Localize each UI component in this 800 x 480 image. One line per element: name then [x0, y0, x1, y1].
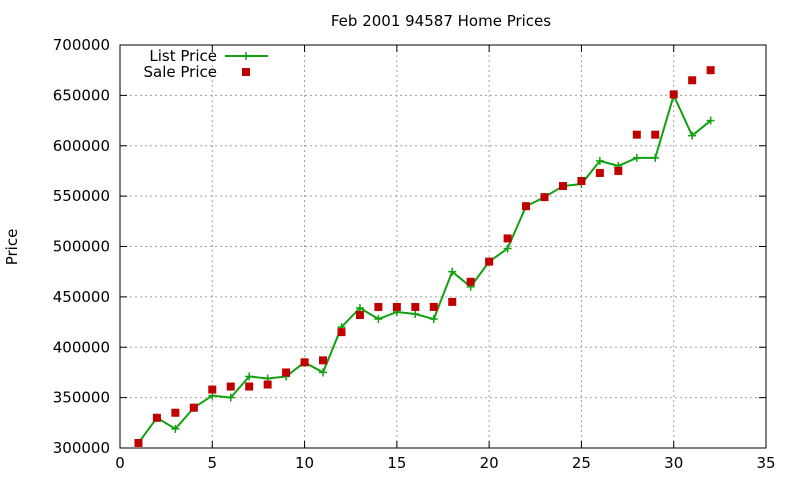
sale-price-point [300, 358, 309, 367]
y-tick-label: 400000 [53, 338, 110, 356]
x-tick-label: 25 [572, 454, 591, 472]
list-price-point [374, 315, 383, 324]
y-tick-label: 700000 [53, 36, 110, 54]
list-price-point [503, 244, 512, 253]
list-price-line [137, 92, 712, 444]
sale-price-point [651, 130, 660, 139]
sale-price-point [392, 302, 401, 311]
sale-price-point [595, 168, 604, 177]
sale-price-point [688, 76, 697, 85]
sale-price-point [503, 234, 512, 243]
list-price-point [171, 424, 180, 433]
sale-price-point [632, 130, 641, 139]
list-price-point [448, 267, 457, 276]
sale-price-point [245, 382, 254, 391]
sale-price-point [374, 302, 383, 311]
legend-cross-sample [242, 52, 250, 60]
sale-price-point [355, 311, 364, 320]
legend-label: Sale Price [144, 63, 217, 81]
list-price-point [226, 393, 235, 402]
legend-label: List Price [149, 47, 217, 65]
x-tick-label: 35 [756, 454, 775, 472]
x-tick-label: 10 [295, 454, 314, 472]
y-tick-label: 350000 [53, 389, 110, 407]
sale-price-point [171, 408, 180, 417]
sale-price-point [485, 257, 494, 266]
list-price-point [245, 372, 254, 381]
sale-price-point [208, 385, 217, 394]
y-tick-label: 600000 [53, 137, 110, 155]
sale-price-point [706, 66, 715, 75]
sale-price-point [282, 368, 291, 377]
sale-price-point [429, 302, 438, 311]
x-tick-label: 15 [387, 454, 406, 472]
sale-price-point [226, 382, 235, 391]
sale-price-point [319, 356, 328, 365]
sale-price-point [540, 193, 549, 202]
sale-price-point [558, 182, 567, 191]
list-price-point [688, 131, 697, 140]
sale-price-point [263, 380, 272, 389]
list-price-point [429, 315, 438, 324]
y-tick-label: 550000 [53, 187, 110, 205]
list-price-point [319, 368, 328, 377]
sale-price-point [448, 297, 457, 306]
grid-lines [120, 45, 766, 448]
y-tick-label: 450000 [53, 288, 110, 306]
chart-title: Feb 2001 94587 Home Prices [331, 12, 551, 30]
list-price-point [411, 310, 420, 319]
sale-price-point [522, 202, 531, 211]
list-price-point [595, 156, 604, 165]
axes: 0 5 10 15 20 25 30 35 300000 350000 400000 450000 50… [53, 36, 776, 472]
x-tick-label: 5 [208, 454, 218, 472]
sale-price-point [577, 177, 586, 186]
y-tick-label: 300000 [53, 439, 110, 457]
sale-price-point [134, 438, 143, 447]
series-marks [134, 66, 715, 447]
y-tick-label: 500000 [53, 238, 110, 256]
list-price-point [632, 153, 641, 162]
x-tick-label: 20 [480, 454, 499, 472]
sale-price-point [614, 166, 623, 175]
x-tick-label: 0 [115, 454, 125, 472]
sale-price-point [466, 277, 475, 286]
sale-price-point [152, 413, 161, 422]
sale-price-point [411, 302, 420, 311]
y-axis-label: Price [3, 229, 21, 266]
list-price-point [355, 303, 364, 312]
y-tick-label: 650000 [53, 86, 110, 104]
x-tick-label: 30 [664, 454, 683, 472]
sale-price-point [669, 90, 678, 99]
list-price-point [651, 153, 660, 162]
sale-price-point [189, 403, 198, 412]
legend-square-sample [242, 68, 250, 76]
list-price-point [706, 116, 715, 125]
sale-price-point [337, 328, 346, 337]
